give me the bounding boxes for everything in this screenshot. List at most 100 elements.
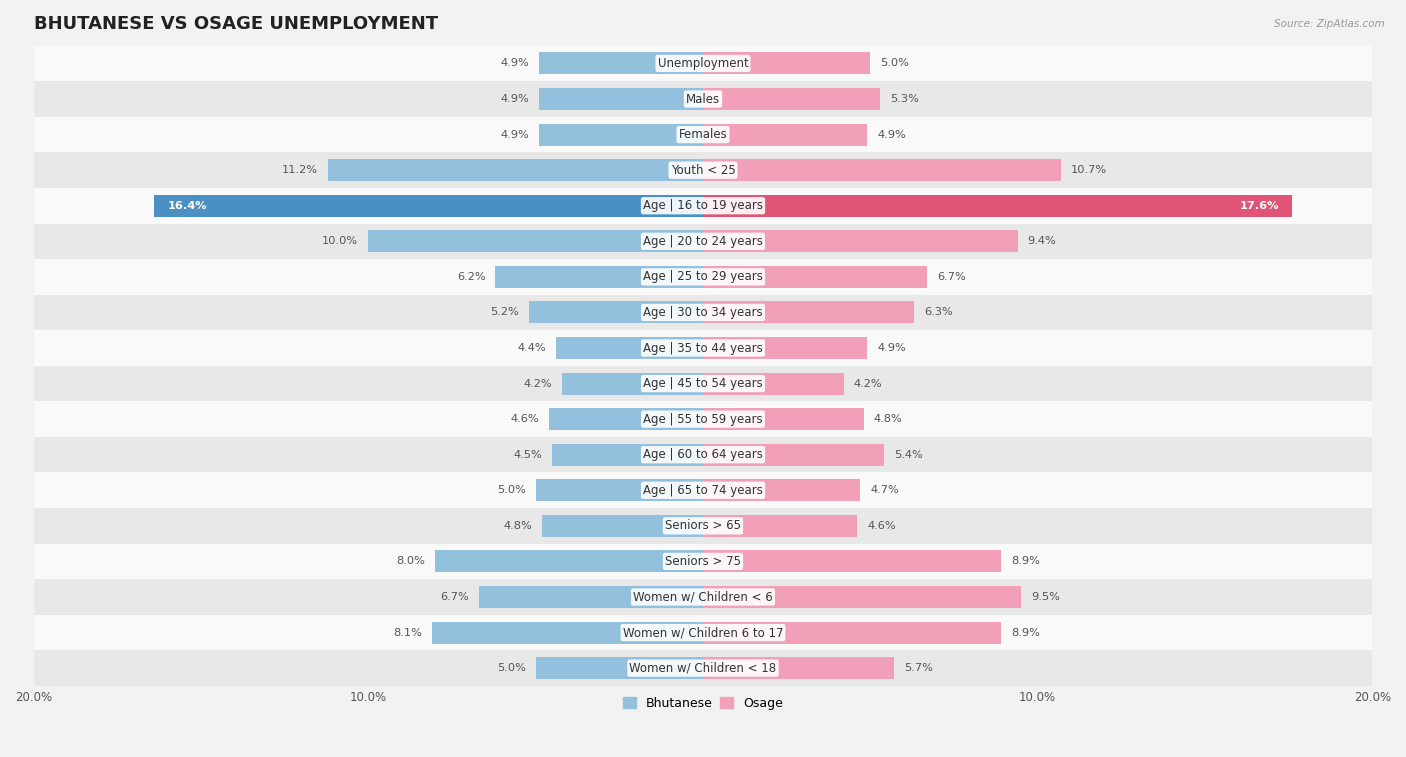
Bar [328,159,703,181]
Text: 6.7%: 6.7% [440,592,468,602]
Text: Unemployment: Unemployment [658,57,748,70]
Text: 11.2%: 11.2% [283,165,318,175]
Bar [548,408,703,430]
Text: 4.9%: 4.9% [877,343,905,353]
Bar [495,266,703,288]
Bar [34,508,1372,544]
Text: 4.6%: 4.6% [868,521,896,531]
Text: Seniors > 65: Seniors > 65 [665,519,741,532]
Bar [703,159,1062,181]
Bar [436,550,703,572]
Bar [34,117,1372,152]
Bar [34,330,1372,366]
Bar [703,88,880,110]
Bar [703,337,868,359]
Text: 8.1%: 8.1% [392,628,422,637]
Bar [703,372,844,394]
Text: 5.3%: 5.3% [890,94,920,104]
Text: 5.0%: 5.0% [496,485,526,495]
Bar [538,52,703,74]
Text: 4.5%: 4.5% [513,450,543,459]
Text: Age | 65 to 74 years: Age | 65 to 74 years [643,484,763,497]
Bar [34,223,1372,259]
Bar [562,372,703,394]
Bar [703,230,1018,252]
Bar [34,45,1372,81]
Text: Youth < 25: Youth < 25 [671,164,735,176]
Text: 17.6%: 17.6% [1239,201,1278,210]
Text: Age | 60 to 64 years: Age | 60 to 64 years [643,448,763,461]
Text: Age | 35 to 44 years: Age | 35 to 44 years [643,341,763,354]
Text: Age | 55 to 59 years: Age | 55 to 59 years [643,413,763,425]
Text: 4.7%: 4.7% [870,485,898,495]
Text: 6.3%: 6.3% [924,307,953,317]
Bar [703,444,884,466]
Bar [543,515,703,537]
Text: 4.2%: 4.2% [853,378,882,388]
Bar [34,152,1372,188]
Bar [536,479,703,501]
Text: Age | 30 to 34 years: Age | 30 to 34 years [643,306,763,319]
Text: 10.7%: 10.7% [1071,165,1108,175]
Text: Females: Females [679,128,727,141]
Bar [703,301,914,323]
Text: 8.0%: 8.0% [396,556,425,566]
Text: 4.8%: 4.8% [503,521,533,531]
Text: 5.4%: 5.4% [894,450,922,459]
Text: Women w/ Children < 6: Women w/ Children < 6 [633,590,773,603]
Text: Seniors > 75: Seniors > 75 [665,555,741,568]
Bar [703,550,1001,572]
Bar [34,188,1372,223]
Bar [432,621,703,643]
Bar [34,472,1372,508]
Text: 16.4%: 16.4% [167,201,207,210]
Text: 5.7%: 5.7% [904,663,932,673]
Text: 6.7%: 6.7% [938,272,966,282]
Bar [538,88,703,110]
Text: Women w/ Children < 18: Women w/ Children < 18 [630,662,776,674]
Text: Women w/ Children 6 to 17: Women w/ Children 6 to 17 [623,626,783,639]
Text: BHUTANESE VS OSAGE UNEMPLOYMENT: BHUTANESE VS OSAGE UNEMPLOYMENT [34,15,437,33]
Bar [703,266,928,288]
Text: 4.2%: 4.2% [524,378,553,388]
Text: 8.9%: 8.9% [1011,628,1040,637]
Text: Source: ZipAtlas.com: Source: ZipAtlas.com [1274,19,1385,29]
Text: 4.9%: 4.9% [501,94,529,104]
Bar [536,657,703,679]
Text: Age | 25 to 29 years: Age | 25 to 29 years [643,270,763,283]
Text: 9.5%: 9.5% [1031,592,1060,602]
Text: 4.9%: 4.9% [877,129,905,139]
Bar [703,586,1021,608]
Bar [34,544,1372,579]
Bar [34,437,1372,472]
Text: 4.9%: 4.9% [501,129,529,139]
Bar [529,301,703,323]
Text: Age | 20 to 24 years: Age | 20 to 24 years [643,235,763,248]
Bar [34,579,1372,615]
Bar [703,408,863,430]
Text: 9.4%: 9.4% [1028,236,1056,246]
Bar [34,294,1372,330]
Text: 5.0%: 5.0% [496,663,526,673]
Text: Age | 45 to 54 years: Age | 45 to 54 years [643,377,763,390]
Legend: Bhutanese, Osage: Bhutanese, Osage [619,692,787,715]
Bar [478,586,703,608]
Bar [34,259,1372,294]
Text: 6.2%: 6.2% [457,272,485,282]
Text: 4.8%: 4.8% [873,414,903,424]
Bar [703,657,894,679]
Bar [703,621,1001,643]
Text: 5.2%: 5.2% [491,307,519,317]
Text: 4.9%: 4.9% [501,58,529,68]
Text: 8.9%: 8.9% [1011,556,1040,566]
Bar [34,366,1372,401]
Bar [368,230,703,252]
Bar [703,123,868,145]
Bar [703,52,870,74]
Bar [703,515,858,537]
Bar [34,401,1372,437]
Text: 4.6%: 4.6% [510,414,538,424]
Bar [34,615,1372,650]
Bar [538,123,703,145]
Bar [555,337,703,359]
